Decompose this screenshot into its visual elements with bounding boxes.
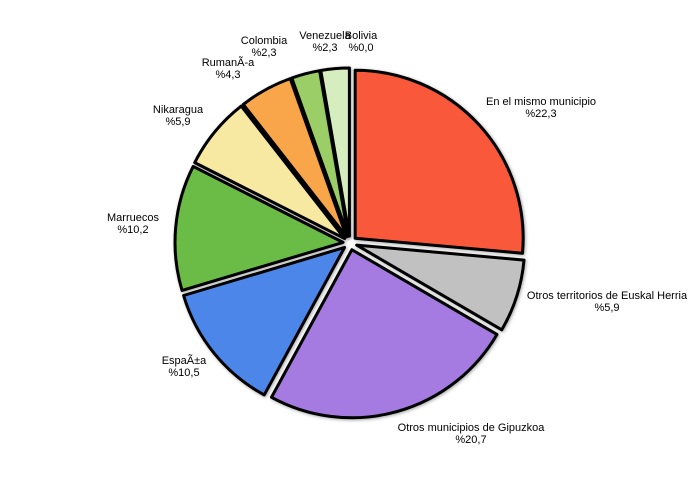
- slice-label-name: En el mismo municipio: [485, 96, 597, 108]
- slice-label-1: Otros territorios de Euskal Herria %5,9: [527, 290, 687, 314]
- slice-label-name: Marruecos: [107, 212, 159, 224]
- slice-label-name: Colombia: [240, 35, 288, 47]
- slice-label-name: Nikaragua: [152, 104, 204, 116]
- slice-label-0: En el mismo municipio %22,3: [486, 96, 596, 120]
- slice-label-name: Otros municipios de Gipuzkoa: [397, 422, 545, 434]
- pie-slice-5: [193, 104, 347, 241]
- slice-label-name: Bolivia: [344, 30, 378, 42]
- slice-label-3: EspaÃ±a %10,5: [162, 355, 207, 379]
- slice-label-name: Otros territorios de Euskal Herria: [526, 290, 688, 302]
- slice-label-8: Venezuela %2,3: [299, 30, 350, 54]
- slice-label-percent: %10,2: [117, 224, 149, 236]
- slice-label-percent: %2,3: [251, 47, 277, 59]
- slice-label-6: RumanÃ-a %4,3: [202, 57, 255, 81]
- pie-slice-6: [241, 77, 349, 239]
- pie-slice-2: [270, 248, 499, 420]
- pie-slice-4: [173, 164, 345, 292]
- slice-label-name: Venezuela: [299, 30, 351, 42]
- slice-label-name: EspaÃ±a: [161, 355, 207, 367]
- slice-label-percent: %4,3: [215, 69, 241, 81]
- pie-slice-0: [353, 68, 525, 255]
- slice-label-percent: %22,3: [525, 108, 557, 120]
- pie-slice-3: [182, 245, 347, 397]
- pie-slice-8: [319, 66, 351, 238]
- slice-label-percent: %5,9: [165, 116, 191, 128]
- slice-label-4: Marruecos %10,2: [107, 212, 159, 236]
- slice-label-7: Colombia %2,3: [241, 35, 287, 59]
- slice-label-9: Bolivia %0,0: [345, 30, 377, 54]
- slice-label-percent: %20,7: [455, 434, 487, 446]
- slice-label-5: Nikaragua %5,9: [153, 104, 203, 128]
- pie-slice-1: [355, 243, 526, 332]
- slice-label-percent: %0,0: [348, 42, 374, 54]
- slice-label-percent: %10,5: [168, 367, 200, 379]
- slice-label-percent: %2,3: [312, 42, 338, 54]
- slice-label-name: RumanÃ-a: [201, 57, 255, 69]
- slice-label-percent: %5,9: [594, 302, 620, 314]
- slice-label-2: Otros municipios de Gipuzkoa %20,7: [398, 422, 545, 446]
